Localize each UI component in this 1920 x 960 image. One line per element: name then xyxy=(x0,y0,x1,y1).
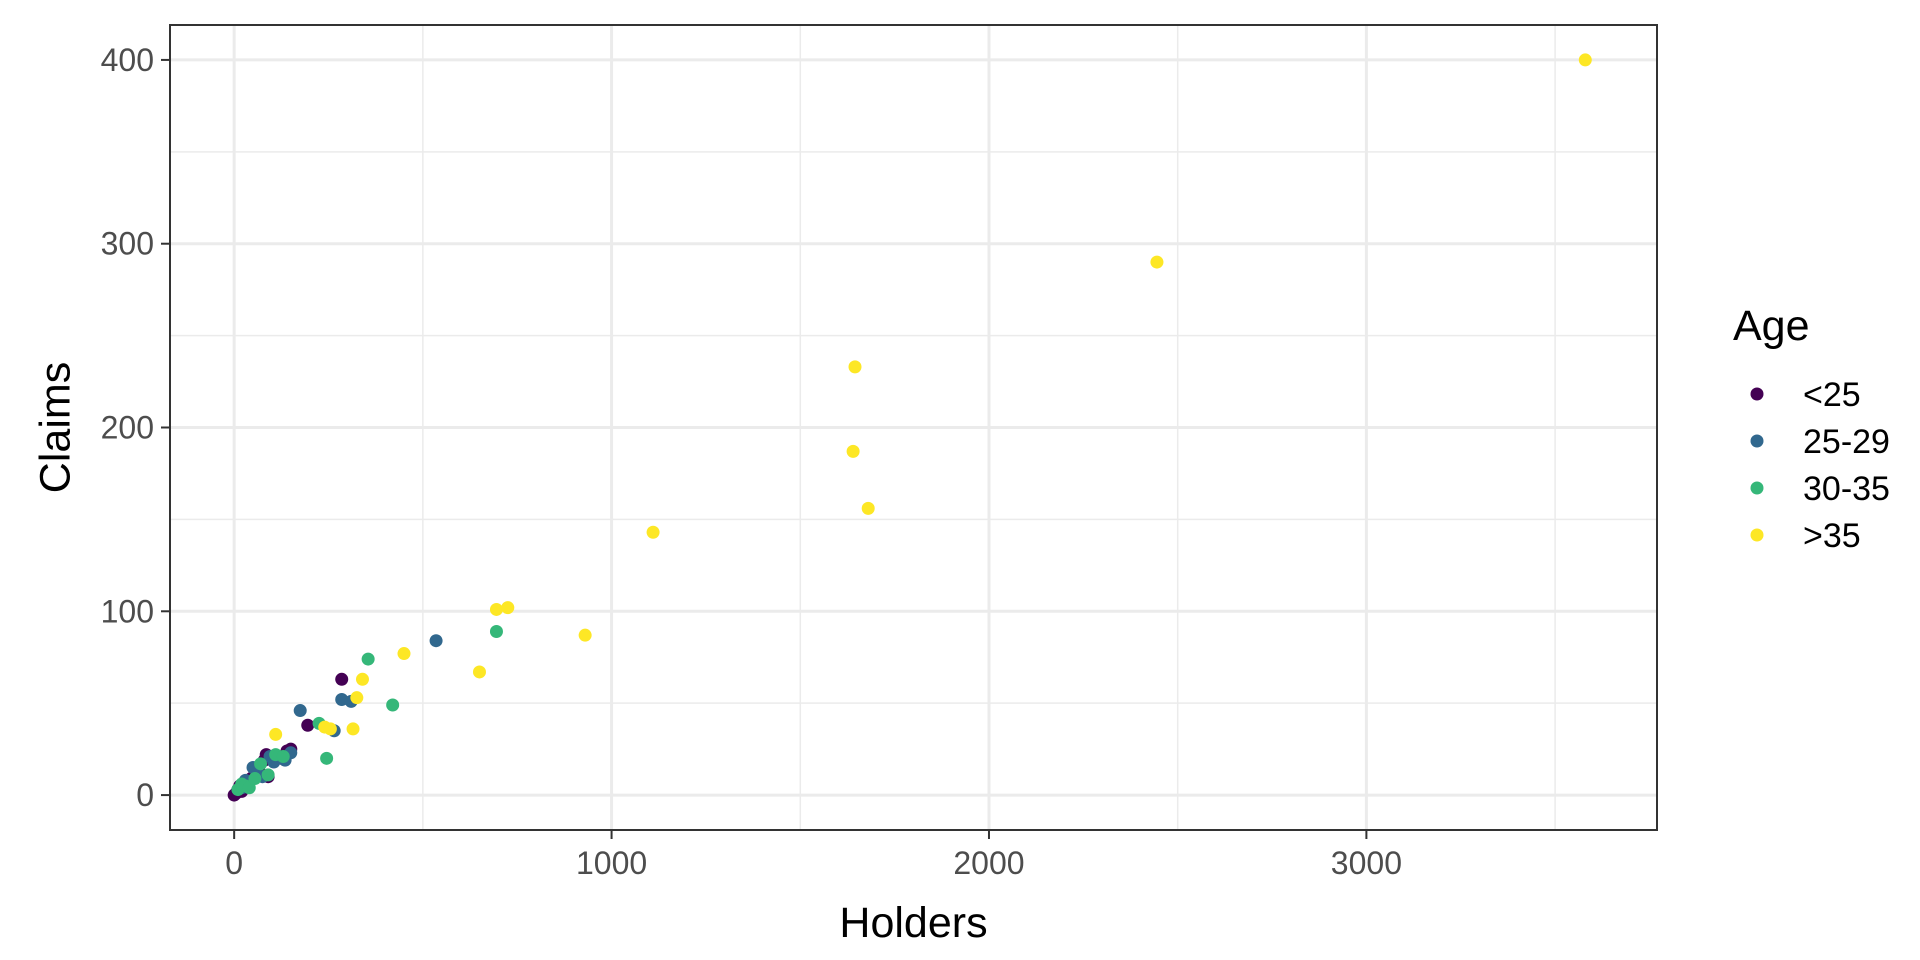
data-point xyxy=(323,722,337,736)
data-point xyxy=(848,360,862,374)
data-point xyxy=(350,691,364,705)
data-point xyxy=(501,601,515,615)
y-tick-label: 200 xyxy=(101,410,154,446)
data-point xyxy=(1578,53,1592,67)
y-axis-title: Claims xyxy=(31,362,79,493)
grid-minor xyxy=(170,25,1657,830)
y-tick-label: 400 xyxy=(101,42,154,78)
data-point xyxy=(276,749,290,763)
x-axis-ticks: 0 1000 2000 3000 xyxy=(225,830,1402,881)
data-point xyxy=(355,672,369,686)
x-tick-label: 2000 xyxy=(953,845,1024,881)
legend-label: 30-35 xyxy=(1803,470,1890,508)
x-tick-label: 0 xyxy=(225,845,243,881)
legend-label: 25-29 xyxy=(1803,423,1890,461)
data-point xyxy=(335,672,349,686)
y-tick-label: 0 xyxy=(136,777,154,813)
data-point xyxy=(269,727,283,741)
legend-key xyxy=(1750,528,1764,542)
data-point xyxy=(261,768,275,782)
legend-key xyxy=(1750,387,1764,401)
x-axis-title: Holders xyxy=(839,899,987,947)
x-tick-label: 1000 xyxy=(576,845,647,881)
data-point xyxy=(1150,255,1164,269)
y-tick-label: 300 xyxy=(101,226,154,262)
y-axis-ticks: 0 100 200 300 400 xyxy=(101,42,170,813)
legend-label: <25 xyxy=(1803,376,1861,414)
legend: Age <25 25-29 30-35 >35 xyxy=(1733,302,1890,555)
legend-label: >35 xyxy=(1803,517,1861,555)
data-point xyxy=(429,634,443,648)
data-point xyxy=(646,525,660,539)
legend-key xyxy=(1750,434,1764,448)
data-point xyxy=(397,647,411,661)
data-point xyxy=(472,665,486,679)
data-point xyxy=(489,625,503,639)
data-point xyxy=(361,652,375,666)
data-point xyxy=(248,772,262,786)
data-point xyxy=(346,722,360,736)
data-point xyxy=(489,602,503,616)
data-points xyxy=(227,53,1592,802)
y-tick-label: 100 xyxy=(101,593,154,629)
data-point xyxy=(293,704,307,718)
grid-major xyxy=(170,25,1657,830)
data-point xyxy=(578,628,592,642)
data-point xyxy=(254,757,268,771)
legend-key xyxy=(1750,481,1764,495)
x-tick-label: 3000 xyxy=(1331,845,1402,881)
data-point xyxy=(861,501,875,515)
data-point xyxy=(320,751,334,765)
data-point xyxy=(301,718,315,732)
data-point xyxy=(846,444,860,458)
data-point xyxy=(386,698,400,712)
legend-title: Age xyxy=(1733,302,1810,350)
